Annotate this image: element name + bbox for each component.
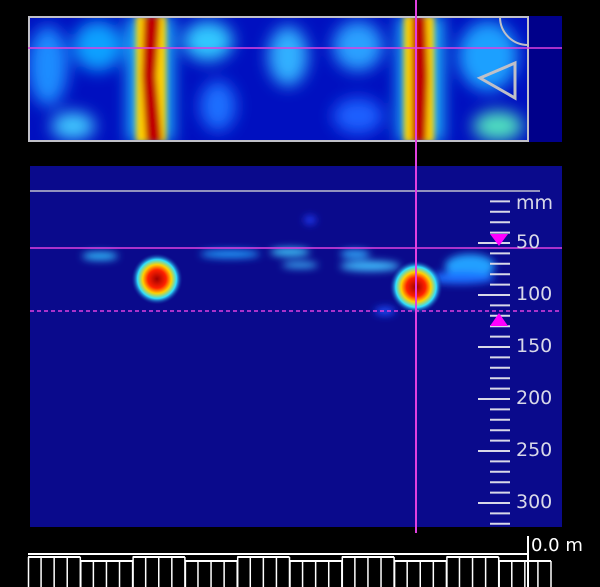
depth-unit-label: mm	[516, 192, 554, 214]
plan-view[interactable]	[28, 16, 562, 142]
triangle-left-icon	[476, 60, 517, 101]
plan-frame	[28, 16, 529, 142]
depth-label: 250	[516, 439, 553, 461]
depth-label: 150	[516, 335, 553, 357]
triangle-down-icon	[490, 234, 508, 246]
depth-label: 300	[516, 491, 553, 513]
arc-icon	[499, 16, 529, 46]
scan-heatmap	[30, 190, 562, 525]
cursor-vertical[interactable]	[415, 0, 417, 533]
depth-label: 200	[516, 387, 553, 409]
plan-heatmap	[28, 16, 562, 142]
depth-label: 50	[516, 231, 541, 253]
triangle-up-icon	[490, 313, 508, 326]
depth-scan-view[interactable]: mm 50 100 150 200 250 300	[30, 166, 562, 527]
distance-readout: 0.0 m	[531, 535, 583, 556]
detected-target	[131, 253, 183, 305]
depth-label: 100	[516, 283, 553, 305]
depth-ticks	[478, 200, 510, 525]
